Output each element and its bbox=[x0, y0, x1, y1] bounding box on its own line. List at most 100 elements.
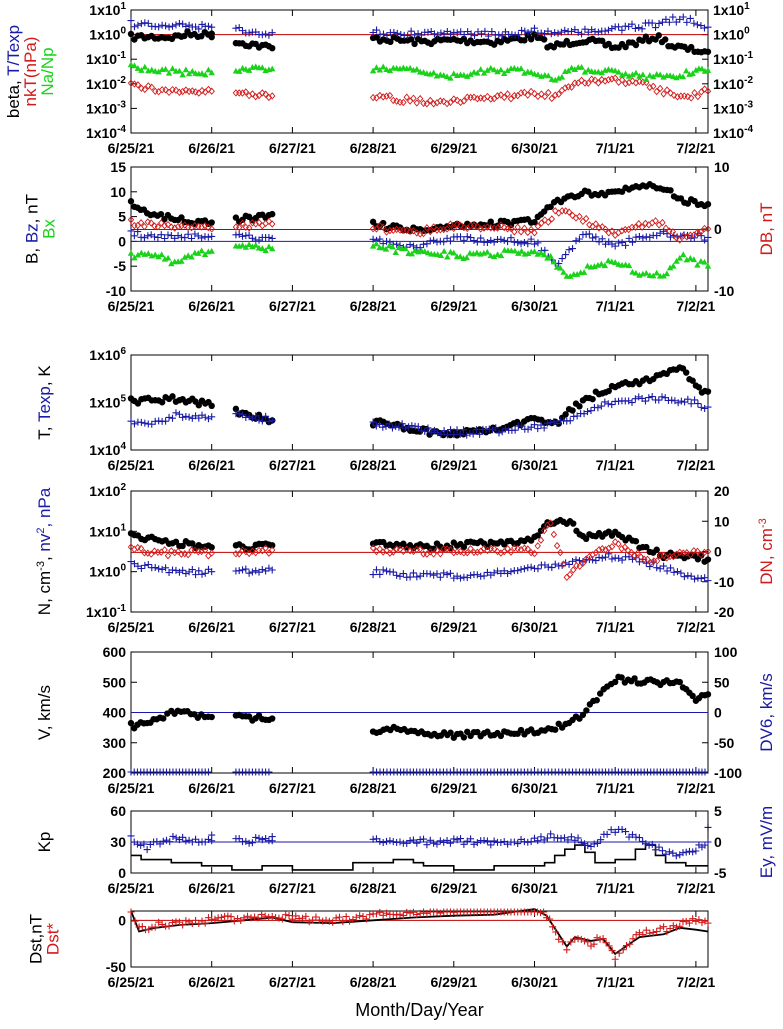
data-point bbox=[473, 571, 481, 579]
left-axis-label-seg-0-2: , K bbox=[35, 365, 54, 386]
data-point bbox=[389, 568, 397, 576]
x-tick-label: 7/1/21 bbox=[596, 140, 635, 156]
data-point bbox=[254, 914, 262, 922]
data-point bbox=[547, 203, 554, 211]
data-point bbox=[643, 76, 650, 82]
data-point bbox=[208, 713, 215, 721]
data-point bbox=[217, 913, 225, 921]
data-point bbox=[534, 532, 541, 539]
data-point bbox=[437, 252, 445, 259]
data-point bbox=[632, 538, 640, 545]
data-point bbox=[172, 86, 180, 94]
data-point bbox=[269, 546, 276, 554]
data-point bbox=[208, 247, 215, 254]
data-point bbox=[251, 913, 259, 921]
x-tick-label: 6/28/21 bbox=[350, 140, 397, 156]
data-point bbox=[182, 66, 190, 73]
data-point bbox=[141, 561, 149, 569]
data-point bbox=[564, 836, 572, 844]
series-red-diamond bbox=[127, 74, 712, 108]
data-point bbox=[457, 221, 464, 230]
series-blue-plus bbox=[127, 393, 712, 439]
data-point bbox=[540, 424, 548, 432]
data-point bbox=[615, 78, 622, 86]
data-point bbox=[653, 557, 661, 565]
y-tick-label: 1x105 bbox=[89, 394, 126, 411]
data-point bbox=[249, 90, 256, 98]
data-point bbox=[691, 396, 699, 404]
left-axis-label-line-0: beta, T/Texp bbox=[4, 25, 23, 118]
data-point bbox=[579, 711, 587, 719]
data-point bbox=[601, 27, 609, 35]
y-tick-label: 1x10-1 bbox=[86, 50, 126, 67]
data-point bbox=[240, 914, 248, 922]
data-point bbox=[634, 549, 641, 557]
data-point bbox=[622, 942, 630, 950]
data-point bbox=[676, 678, 683, 686]
data-point bbox=[511, 426, 519, 434]
data-point bbox=[514, 567, 522, 575]
data-point bbox=[583, 707, 590, 714]
data-point bbox=[420, 835, 428, 843]
data-point bbox=[178, 257, 185, 264]
data-point bbox=[632, 233, 640, 241]
data-point bbox=[488, 28, 496, 36]
data-point bbox=[693, 21, 701, 29]
data-point bbox=[420, 229, 427, 238]
data-point bbox=[652, 217, 659, 225]
data-point bbox=[427, 96, 434, 105]
data-point bbox=[576, 212, 583, 221]
data-point bbox=[541, 216, 549, 224]
data-point bbox=[565, 560, 573, 568]
x-tick-label: 6/30/21 bbox=[511, 619, 558, 635]
data-point bbox=[182, 22, 190, 30]
panel-p6: 0 30 60 -5 0 5 6/25/21 6/26/21 6/27/21 6/28/21 6/2… bbox=[35, 803, 776, 896]
data-point bbox=[185, 70, 193, 77]
data-point bbox=[430, 550, 437, 558]
data-point bbox=[653, 564, 661, 572]
x-tick-label: 6/26/21 bbox=[188, 298, 235, 314]
data-point bbox=[545, 218, 552, 226]
data-point bbox=[635, 233, 643, 241]
data-point bbox=[179, 542, 186, 550]
data-point bbox=[204, 768, 212, 776]
data-point bbox=[369, 571, 377, 579]
data-point bbox=[701, 258, 708, 265]
data-point bbox=[443, 99, 451, 108]
data-point bbox=[615, 23, 623, 31]
data-point bbox=[192, 88, 199, 96]
data-point bbox=[587, 942, 595, 950]
data-point bbox=[608, 542, 616, 551]
data-point bbox=[514, 840, 522, 848]
data-point bbox=[517, 545, 525, 554]
data-point bbox=[309, 916, 317, 924]
data-point bbox=[204, 233, 212, 241]
data-point bbox=[543, 834, 551, 842]
data-point bbox=[393, 571, 401, 579]
data-point bbox=[538, 219, 545, 227]
data-point bbox=[615, 949, 623, 957]
data-point bbox=[269, 220, 276, 228]
data-point bbox=[188, 253, 195, 260]
data-point bbox=[416, 244, 424, 252]
data-point bbox=[637, 553, 645, 561]
data-point bbox=[453, 220, 461, 228]
data-point bbox=[436, 237, 444, 245]
data-point bbox=[184, 230, 192, 238]
x-tick-label: 6/30/21 bbox=[511, 880, 558, 896]
data-point bbox=[430, 69, 437, 76]
x-tick-label: 6/28/21 bbox=[350, 974, 397, 990]
data-point bbox=[450, 549, 457, 557]
data-point bbox=[205, 66, 212, 73]
data-point bbox=[628, 399, 636, 407]
data-point bbox=[245, 67, 253, 73]
data-point bbox=[650, 272, 657, 279]
data-point bbox=[524, 29, 532, 37]
data-point bbox=[524, 240, 532, 248]
data-point bbox=[436, 573, 444, 581]
y-tick-label-base: 1x10 bbox=[89, 523, 120, 539]
data-point bbox=[683, 548, 691, 557]
data-point bbox=[477, 225, 484, 233]
data-point bbox=[527, 838, 535, 846]
